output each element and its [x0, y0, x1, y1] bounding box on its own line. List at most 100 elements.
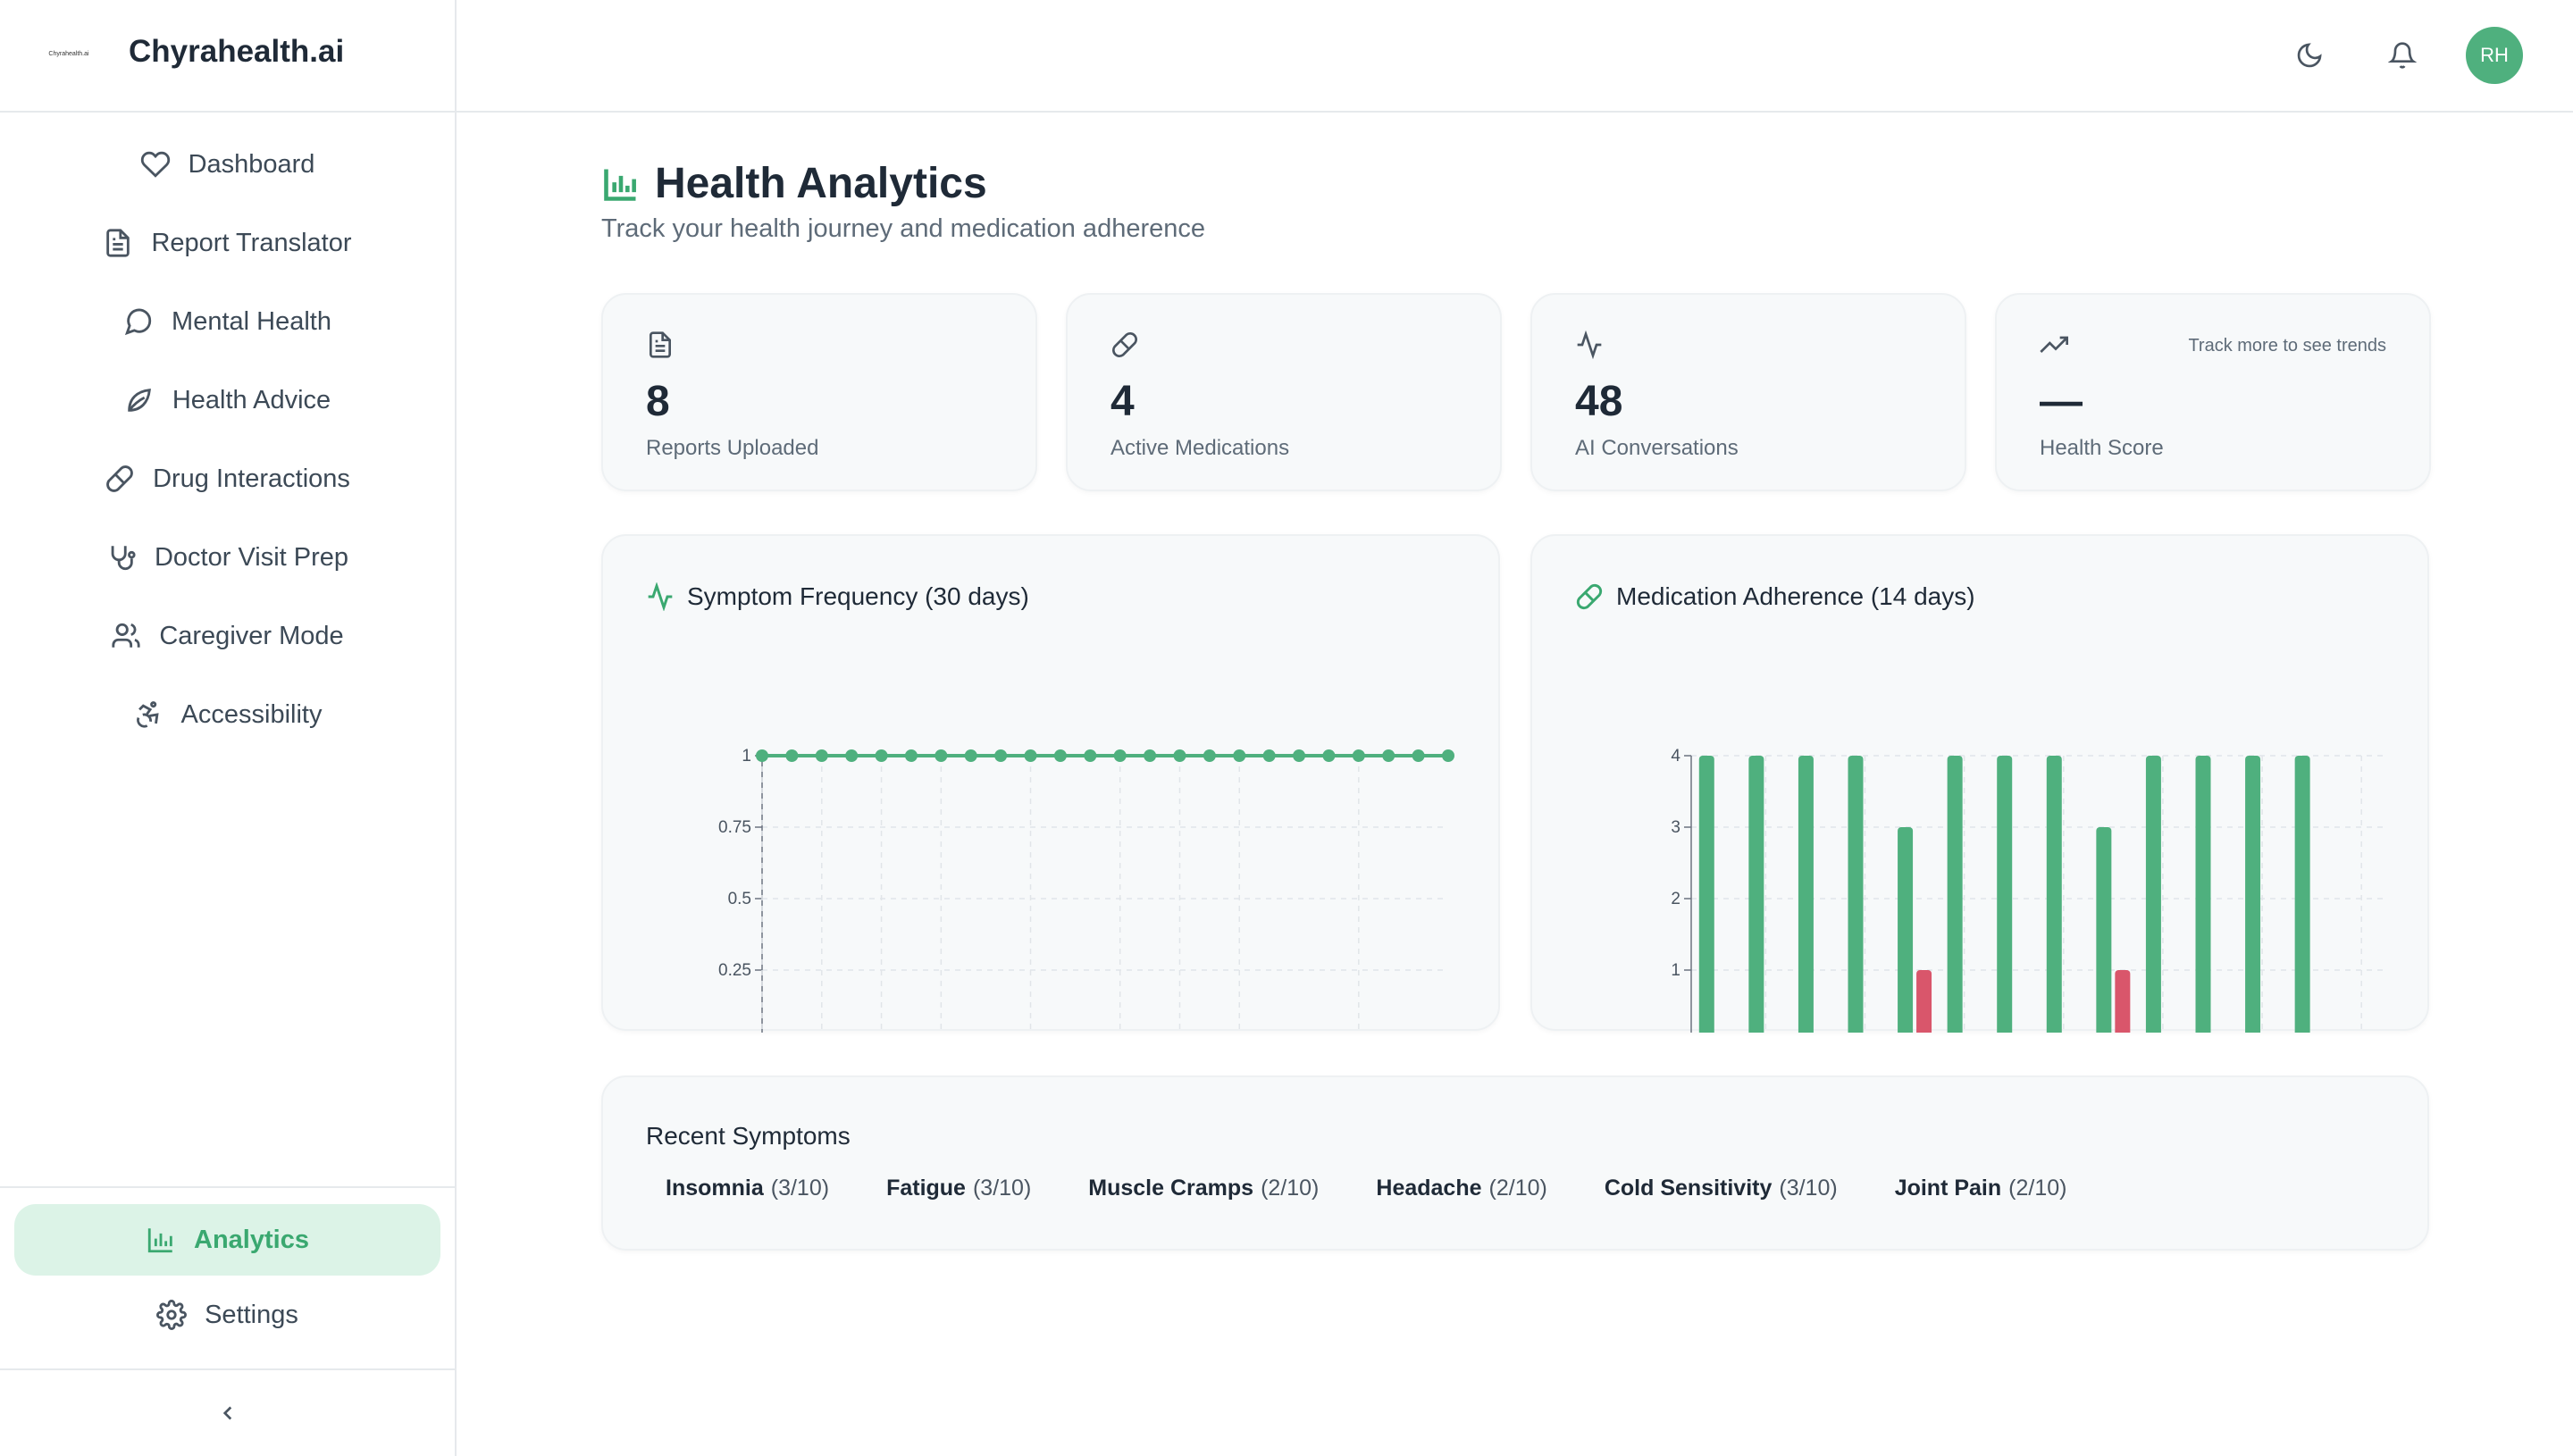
message-circle-icon — [124, 308, 152, 336]
sidebar-item-label: Doctor Visit Prep — [154, 542, 349, 572]
stat-card-reports: 8 Reports Uploaded — [601, 293, 1037, 491]
sidebar-item-label: Mental Health — [172, 306, 331, 336]
sidebar-bottom: Analytics Settings — [0, 1186, 455, 1354]
avatar[interactable]: RH — [2466, 27, 2523, 84]
chart-title-text: Medication Adherence (14 days) — [1616, 582, 1975, 610]
symptom-name: Headache — [1376, 1176, 1482, 1201]
sidebar-item-health-advice[interactable]: Health Advice — [0, 361, 455, 439]
symptom-name: Cold Sensitivity — [1604, 1176, 1773, 1201]
symptom-chip[interactable]: Cold Sensitivity (3/10) — [1585, 1170, 1857, 1207]
stat-hint: Track more to see trends — [2188, 336, 2386, 356]
sidebar-nav: Dashboard Report Translator Mental Healt… — [0, 125, 455, 754]
sidebar: Chyrahealth.ai Chyrahealth.ai Dashboard … — [0, 0, 457, 1456]
symptom-frequency-chart: 00.250.50.751Mar 1Mar 3Mar 5Mar 7Mar 10M… — [718, 747, 1454, 1033]
symptom-name: Joint Pain — [1894, 1176, 2002, 1201]
symptom-frequency-card: Symptom Frequency (30 days) 00.250.50.75… — [601, 534, 1500, 1033]
data-point — [1144, 749, 1157, 762]
symptom-score: (2/10) — [1488, 1176, 1547, 1201]
data-point — [1053, 749, 1067, 762]
page-title: Health Analytics — [601, 159, 987, 208]
pill-icon — [1110, 331, 1139, 359]
stat-value: 48 — [1575, 378, 1623, 425]
data-point — [815, 749, 828, 762]
y-tick-label: 1 — [1671, 961, 1680, 980]
data-point — [1203, 749, 1216, 762]
y-tick-label: 0.5 — [728, 890, 751, 908]
symptom-chip[interactable]: Joint Pain (2/10) — [1875, 1170, 2087, 1207]
collapse-sidebar-button[interactable] — [0, 1368, 455, 1456]
accessibility-icon — [136, 701, 159, 728]
symptom-name: Insomnia — [666, 1176, 764, 1201]
symptom-score: (2/10) — [2008, 1176, 2067, 1201]
bar-chart-icon — [147, 1228, 172, 1253]
sidebar-item-label: Dashboard — [188, 149, 315, 179]
data-point — [1382, 749, 1395, 762]
sidebar-item-label: Analytics — [194, 1225, 309, 1254]
notifications-button[interactable] — [2384, 38, 2420, 73]
stat-value: 4 — [1110, 378, 1135, 425]
sidebar-item-label: Accessibility — [180, 699, 323, 729]
data-point — [1293, 749, 1306, 762]
data-point — [785, 749, 799, 762]
symptom-score: (2/10) — [1261, 1176, 1320, 1201]
page-title-text: Health Analytics — [655, 160, 987, 207]
symptom-name: Muscle Cramps — [1088, 1176, 1254, 1201]
bar-taken — [1898, 827, 1914, 1033]
symptom-chip[interactable]: Insomnia (3/10) — [646, 1170, 849, 1207]
recent-symptoms-card: Recent Symptoms Insomnia (3/10) Fatigue (3… — [601, 1075, 2429, 1251]
symptom-chip[interactable]: Muscle Cramps (2/10) — [1069, 1170, 1338, 1207]
bar-taken — [1798, 756, 1814, 1033]
pill-icon — [106, 465, 133, 492]
data-point — [994, 749, 1008, 762]
data-point — [1412, 749, 1425, 762]
bar-taken — [2046, 756, 2062, 1033]
symptom-chip-list: Insomnia (3/10) Fatigue (3/10) Muscle Cram… — [646, 1170, 2086, 1207]
top-bar: RH — [457, 0, 2573, 113]
users-icon — [112, 623, 140, 648]
symptom-score: (3/10) — [770, 1176, 830, 1201]
bar-taken — [1997, 756, 2013, 1033]
sidebar-item-accessibility[interactable]: Accessibility — [0, 675, 455, 754]
symptom-name: Fatigue — [886, 1176, 966, 1201]
sidebar-item-drug-interactions[interactable]: Drug Interactions — [0, 439, 455, 518]
sidebar-item-label: Drug Interactions — [153, 464, 350, 493]
stat-label: Active Medications — [1110, 436, 1290, 460]
chart-title-text: Symptom Frequency (30 days) — [687, 582, 1029, 610]
stat-card-conversations: 48 AI Conversations — [1530, 293, 1966, 491]
page-subtitle: Track your health journey and medication… — [601, 214, 1205, 243]
stat-label: AI Conversations — [1575, 436, 1739, 460]
y-tick-label: 2 — [1671, 890, 1680, 908]
stat-label: Reports Uploaded — [646, 436, 819, 460]
symptom-chip[interactable]: Headache (2/10) — [1356, 1170, 1566, 1207]
y-tick-label: 1 — [742, 747, 751, 766]
chart-title: Symptom Frequency (30 days) — [646, 582, 1029, 611]
sidebar-item-mental-health[interactable]: Mental Health — [0, 282, 455, 361]
sidebar-item-doctor-visit-prep[interactable]: Doctor Visit Prep — [0, 518, 455, 597]
sidebar-item-analytics[interactable]: Analytics — [14, 1204, 440, 1276]
bar-taken — [1848, 756, 1864, 1033]
brand-logo[interactable]: Chyrahealth.ai — [36, 36, 102, 71]
sidebar-item-report-translator[interactable]: Report Translator — [0, 204, 455, 282]
file-text-icon — [646, 331, 675, 359]
data-point — [1322, 749, 1336, 762]
symptom-score: (3/10) — [972, 1176, 1032, 1201]
sidebar-item-label: Report Translator — [151, 228, 352, 257]
bar-taken — [1748, 756, 1764, 1033]
sidebar-item-caregiver-mode[interactable]: Caregiver Mode — [0, 597, 455, 675]
theme-toggle-button[interactable] — [2292, 38, 2327, 73]
activity-icon — [1575, 330, 1604, 360]
bar-taken — [2145, 756, 2161, 1033]
stat-value: 8 — [646, 378, 670, 425]
sidebar-item-dashboard[interactable]: Dashboard — [0, 125, 455, 204]
leaf-icon — [128, 389, 151, 412]
medication-adherence-chart: 01234Mar 16Mar 18Mar 20Mar 22Mar 24Mar 2… — [1671, 747, 2386, 1033]
data-point — [1113, 749, 1127, 762]
sidebar-item-settings[interactable]: Settings — [14, 1276, 440, 1354]
stat-value: — — [2040, 378, 2083, 425]
data-point — [1024, 749, 1037, 762]
y-tick-label: 4 — [1671, 747, 1680, 766]
symptom-score: (3/10) — [1779, 1176, 1838, 1201]
brand-name[interactable]: Chyrahealth.ai — [129, 34, 345, 69]
data-point — [756, 749, 768, 762]
symptom-chip[interactable]: Fatigue (3/10) — [867, 1170, 1051, 1207]
